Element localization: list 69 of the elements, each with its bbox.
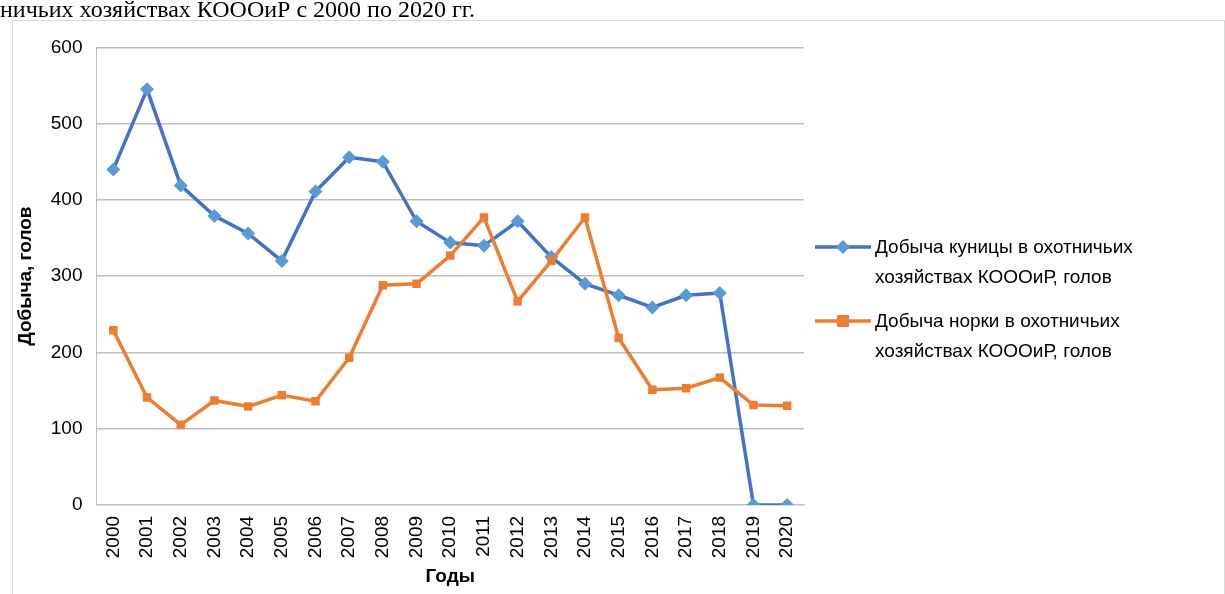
x-tick-label: 2010 [438,515,460,559]
point [712,285,727,300]
point [342,150,357,165]
point [443,235,458,250]
y-tick-label: 100 [50,416,83,438]
y-tick-label: 600 [50,35,83,57]
point [479,213,489,222]
point [681,384,691,393]
point [749,400,758,410]
y-tick-label: 0 [71,493,83,515]
point [446,251,455,260]
point [176,420,185,430]
point [547,256,556,266]
x-tick-label: 2018 [708,515,730,559]
x-tick-label: 2017 [674,515,696,559]
point [648,385,657,395]
x-tick-label: 2013 [539,515,561,559]
point [311,396,320,406]
x-tick-label: 2001 [135,515,157,559]
point [510,214,525,229]
point [109,326,118,335]
x-tick-label: 2002 [168,515,190,559]
y-axis-title: Добыча, голов [13,206,35,346]
point [513,297,522,306]
x-tick-label: 2019 [741,515,763,559]
point [614,333,623,343]
x-tick-label: 2008 [371,515,393,559]
x-tick-label: 2014 [573,515,595,559]
point [243,402,253,411]
y-tick-label: 300 [50,264,83,286]
chart-title: ничьих хозяйствах КОООиР с 2000 по 2020 гг. [0,0,475,23]
point [274,253,289,268]
x-tick-label: 2012 [505,515,527,559]
point [476,238,491,253]
x-tick-label: 2003 [202,515,224,559]
x-tick-label: 2007 [337,515,359,559]
x-axis-title: Годы [425,564,475,586]
point [412,279,421,289]
y-tick-label: 400 [50,188,83,210]
point [140,82,155,97]
point [578,276,593,291]
point [207,208,222,223]
legend-label: Добыча норки в охотничьих хозяйствах КОООиР, голов [875,309,1121,363]
point [409,214,424,229]
point [715,373,725,382]
point [308,184,323,199]
point [679,288,694,303]
y-tick-label: 500 [50,111,83,133]
x-tick-label: 2015 [606,515,628,559]
x-tick-label: 2005 [270,515,292,559]
x-tick-label: 2000 [101,515,123,559]
point [611,288,626,303]
x-tick-label: 2006 [303,515,325,559]
x-tick-label: 2016 [640,515,662,559]
y-tick-label: 200 [50,340,83,362]
point [241,226,256,241]
x-tick-label: 2009 [404,515,426,559]
point [106,162,121,177]
x-tick-label: 2020 [775,515,797,559]
point [173,178,188,193]
x-tick-label: 2011 [472,515,494,557]
point [142,393,152,402]
x-tick-label: 2004 [236,515,258,559]
legend-label: Добыча куницы в охотничьих хозяйствах КОООиР, голов [875,235,1134,289]
point [580,213,590,222]
point [210,396,219,405]
point [375,154,390,169]
point [645,300,660,315]
point [378,281,388,290]
